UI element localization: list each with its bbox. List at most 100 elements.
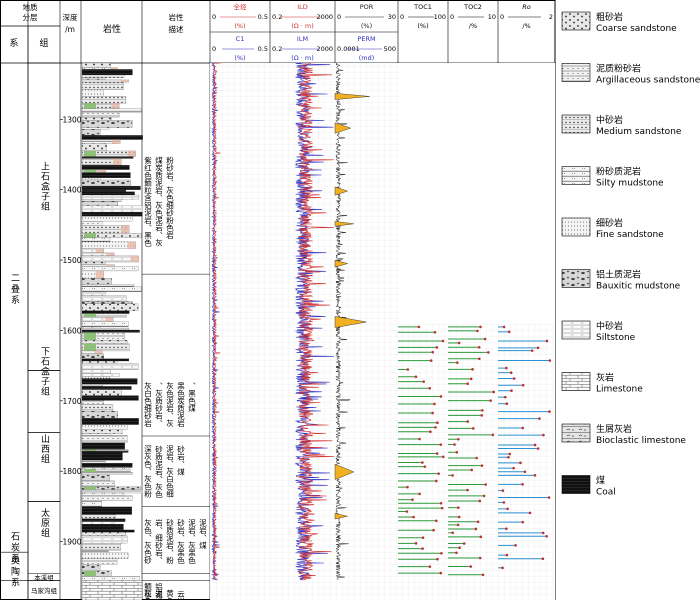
lithology-bed (81, 404, 114, 412)
toc2-sample-point (492, 390, 496, 394)
por-fill (334, 221, 354, 227)
toc1-sample-point (421, 461, 424, 464)
depth-tick-label: 1800 (62, 467, 81, 476)
track-top-unit: (Ω · m) (291, 22, 314, 30)
track-bottom-max: 500 (384, 45, 396, 53)
ro-sample-point (547, 496, 551, 499)
lithology-green-bed (84, 313, 96, 318)
legend-swatch (561, 11, 591, 31)
ro-sample-point (514, 544, 517, 547)
ro-sample-point (541, 557, 545, 561)
system-label: 二叠系 (9, 273, 20, 306)
lithology-bed (81, 492, 125, 496)
lithology-column (81, 62, 143, 600)
toc1-sample-point (433, 402, 436, 406)
track-top-unit: /% (522, 22, 530, 30)
lithology-bed (81, 295, 127, 302)
description-block: 紫红色鲕粒含铝泥岩、黑色 煤炭质泥岩、灰色泥岩、灰 粉砂岩、灰色细砂粉色岩 (142, 155, 210, 275)
toc1-sample-point (435, 519, 438, 523)
legend-swatch (561, 63, 591, 82)
lithology-bed (81, 389, 122, 396)
system-label-text: 石炭系 (9, 532, 20, 565)
track-top-min: 0 (500, 13, 504, 21)
lithology-bed (81, 418, 139, 425)
lithology-bed (81, 576, 140, 581)
track-top-min: 0 (450, 13, 454, 21)
lithology-bed (81, 521, 115, 525)
track-header-gas: 全烃 0 0.5 (%) C1 0 0.5 (%) (212, 2, 268, 62)
track-top-max: 10 (488, 13, 496, 21)
lithology-bed (81, 211, 143, 217)
lithology-red-bed (120, 79, 129, 83)
toc2-sample-point (457, 341, 461, 345)
toc1-sample-point (440, 552, 443, 555)
lithology-red-bed (112, 139, 121, 144)
toc1-sample-point (414, 542, 418, 545)
description-block: 深灰色、灰色粉 砂质泥岩、灰色 泥岩、灰白色细 砂岩、煤 (142, 444, 210, 507)
lithology-red-bed (109, 67, 118, 70)
lithology-red-bed (127, 241, 136, 249)
description-block: 灰色、灰色砂 岩、细砂岩、 砂质泥岩、粉 砂岩、灰黑色 泥岩、灰黑色 泥岩、煤 (142, 518, 210, 574)
lithology-bed (81, 400, 104, 405)
toc1-sample-point (431, 350, 435, 354)
track-bottom-unit: (%) (234, 54, 245, 62)
depth-tick-label: 1600 (62, 326, 81, 335)
formation-label: 下石盒子组 (39, 347, 50, 397)
ro-sample-point (548, 410, 551, 413)
ro-sample-point (502, 325, 506, 329)
lithology-bed (81, 143, 107, 152)
formation-label: 本溪组 (34, 573, 54, 582)
track-bottom-unit: (Ω · m) (291, 54, 314, 62)
lithology-red-bed (127, 150, 136, 157)
track-top-unit: (%) (417, 22, 428, 30)
toc1-sample-point (435, 452, 439, 455)
legend-swatch (561, 166, 591, 185)
toc2-sample-point (475, 456, 478, 460)
toc1-sample-point (436, 557, 439, 561)
lithology-bed (81, 529, 135, 533)
lithology-red-bed (111, 103, 120, 109)
lithology-bed (81, 376, 110, 379)
toc2-sample-point (451, 474, 454, 477)
lithology-bed (81, 495, 133, 501)
legend-label-zh: 中砂岩 (596, 114, 623, 126)
toc1-sample-point (437, 472, 440, 475)
description-block: 灰色灰岩、灰黄色白云岩 (142, 588, 210, 600)
lithology-bed (81, 363, 139, 370)
toc2-sample-point (479, 535, 483, 539)
lithology-green-bed (84, 343, 96, 351)
description-block: 灰白色细砂岩 、灰质砂岩、 灰色泥岩、灰 黑色炭质泥岩 、黑色煤 (142, 380, 210, 437)
toc1-sample-point (422, 380, 425, 383)
legend-label-zh: 粉砂质泥岩 (596, 166, 641, 178)
toc2-sample-point (457, 506, 460, 509)
toc2-sample-point (466, 488, 469, 492)
lithology-green-bed (84, 103, 96, 109)
ro-sample-point (536, 447, 540, 450)
lithology-red-bed (130, 255, 139, 263)
toc2-sample-point (479, 325, 482, 329)
por-fill (334, 463, 355, 480)
legend-swatch (561, 423, 591, 443)
track-bottom-name: C1 (236, 35, 245, 43)
lithology-bed (81, 327, 129, 331)
track-bottom-min: 0.2 (272, 45, 282, 53)
legend-swatch (561, 269, 591, 288)
toc1-sample-point (439, 501, 443, 505)
lithology-bed (81, 165, 130, 170)
description-label-2: 描述 (169, 24, 184, 34)
lithology-bed (81, 386, 132, 390)
legend-label-zh: 煤 (596, 475, 605, 487)
depth-tick-label: 1400 (62, 186, 81, 195)
lithology-bed (81, 410, 118, 419)
core-blank-area (398, 63, 555, 324)
lithology-bed (81, 286, 142, 292)
lithology-red-bed (113, 158, 122, 166)
lithology-bed (81, 384, 103, 387)
toc2-sample-point (470, 468, 473, 472)
track-bottom-unit: (md) (359, 54, 375, 62)
lithology-bed (81, 221, 103, 226)
